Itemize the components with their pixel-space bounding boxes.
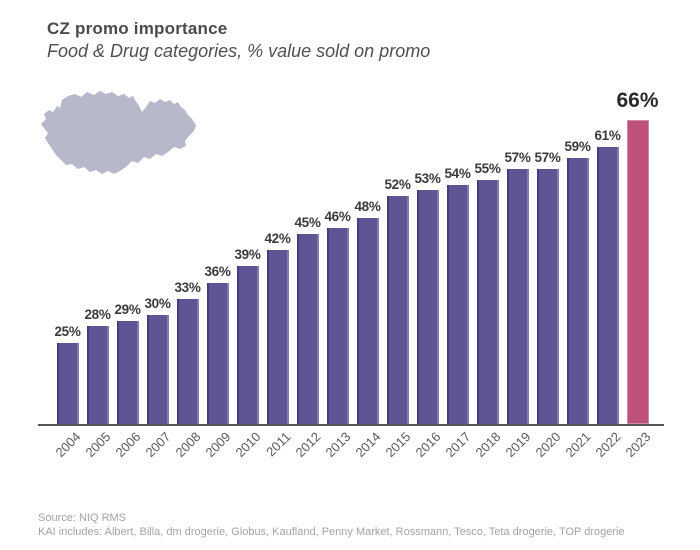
bar-value-label: 57%	[504, 149, 531, 165]
bar-2023	[626, 119, 649, 424]
x-tick-label: 2006	[112, 429, 144, 461]
bar-value-label: 48%	[354, 198, 381, 214]
x-axis: 2004 2005 2006 2007 2008 2009 2010 2011 2012 2013…	[38, 429, 666, 484]
bar-chart-plot: 25% 28% 29% 30% 33% 36% 39% 42% 45% 46% 48% 52% 53% 5…	[38, 89, 666, 424]
x-tick-label: 2010	[232, 429, 264, 461]
x-tick-label: 2016	[412, 429, 444, 461]
czech-republic-map-shape	[41, 91, 196, 174]
x-tick-label: 2004	[52, 429, 84, 461]
bar-2019	[506, 168, 529, 424]
page-subtitle: Food & Drug categories, % value sold on …	[47, 41, 431, 61]
x-tick-label: 2007	[142, 429, 174, 461]
bar-2014	[356, 217, 379, 424]
bar-value-label: 28%	[84, 307, 111, 323]
bar-value-label: 30%	[144, 296, 171, 312]
bar-value-label: 45%	[294, 214, 321, 230]
bar-2009	[206, 282, 229, 424]
x-tick-label: 2012	[292, 429, 324, 461]
bar-2008	[176, 299, 199, 424]
bar-2018	[476, 179, 499, 424]
bar-value-label: 57%	[534, 149, 561, 165]
x-tick-label: 2020	[532, 429, 564, 461]
footer-coverage: KAI includes: Albert, Billa, dm drogerie…	[38, 526, 625, 538]
bar-value-label: 39%	[234, 247, 261, 263]
x-tick-label: 2013	[322, 429, 354, 461]
x-tick-label: 2017	[442, 429, 474, 461]
x-tick-label: 2011	[262, 429, 294, 460]
page-title: CZ promo importance	[47, 19, 228, 38]
bar-value-label: 46%	[324, 209, 351, 225]
x-tick-label: 2005	[82, 429, 114, 461]
bar-2005	[86, 326, 109, 424]
bar-value-label: 33%	[174, 280, 201, 296]
bar-2012	[296, 233, 319, 424]
bar-2022	[596, 146, 619, 424]
bar-value-label: 55%	[474, 160, 501, 176]
bar-2007	[146, 315, 169, 424]
bar-value-label: 36%	[204, 263, 231, 279]
bar-2017	[446, 184, 469, 424]
x-tick-label: 2021	[562, 429, 594, 461]
x-tick-label: 2008	[172, 429, 204, 461]
bar-value-label: 61%	[594, 127, 621, 143]
bar-value-label: 53%	[414, 171, 441, 187]
bar-2010	[236, 266, 259, 424]
bar-2013	[326, 228, 349, 424]
bar-2004	[56, 342, 79, 424]
x-axis-line	[38, 424, 664, 426]
footer-source: Source: NIQ RMS	[38, 512, 127, 524]
bar-2011	[266, 250, 289, 424]
bar-2021	[566, 157, 589, 424]
bar-2015	[386, 195, 409, 424]
bar-2020	[536, 168, 559, 424]
x-tick-label: 2023	[622, 429, 654, 461]
x-tick-label: 2018	[472, 429, 504, 461]
bar-value-label: 29%	[114, 301, 141, 317]
bar-value-label: 25%	[54, 323, 81, 339]
x-tick-label: 2019	[502, 429, 534, 461]
bar-value-label: 66%	[616, 88, 659, 112]
x-tick-label: 2015	[382, 429, 414, 461]
bar-2016	[416, 190, 439, 424]
bar-2006	[116, 320, 139, 424]
x-tick-label: 2022	[592, 429, 624, 461]
bar-value-label: 54%	[444, 165, 471, 181]
czech-republic-map-icon	[41, 91, 196, 174]
bar-value-label: 42%	[264, 231, 291, 247]
x-tick-label: 2014	[352, 429, 384, 461]
bar-value-label: 52%	[384, 176, 411, 192]
x-tick-label: 2009	[202, 429, 234, 461]
bar-value-label: 59%	[564, 138, 591, 154]
